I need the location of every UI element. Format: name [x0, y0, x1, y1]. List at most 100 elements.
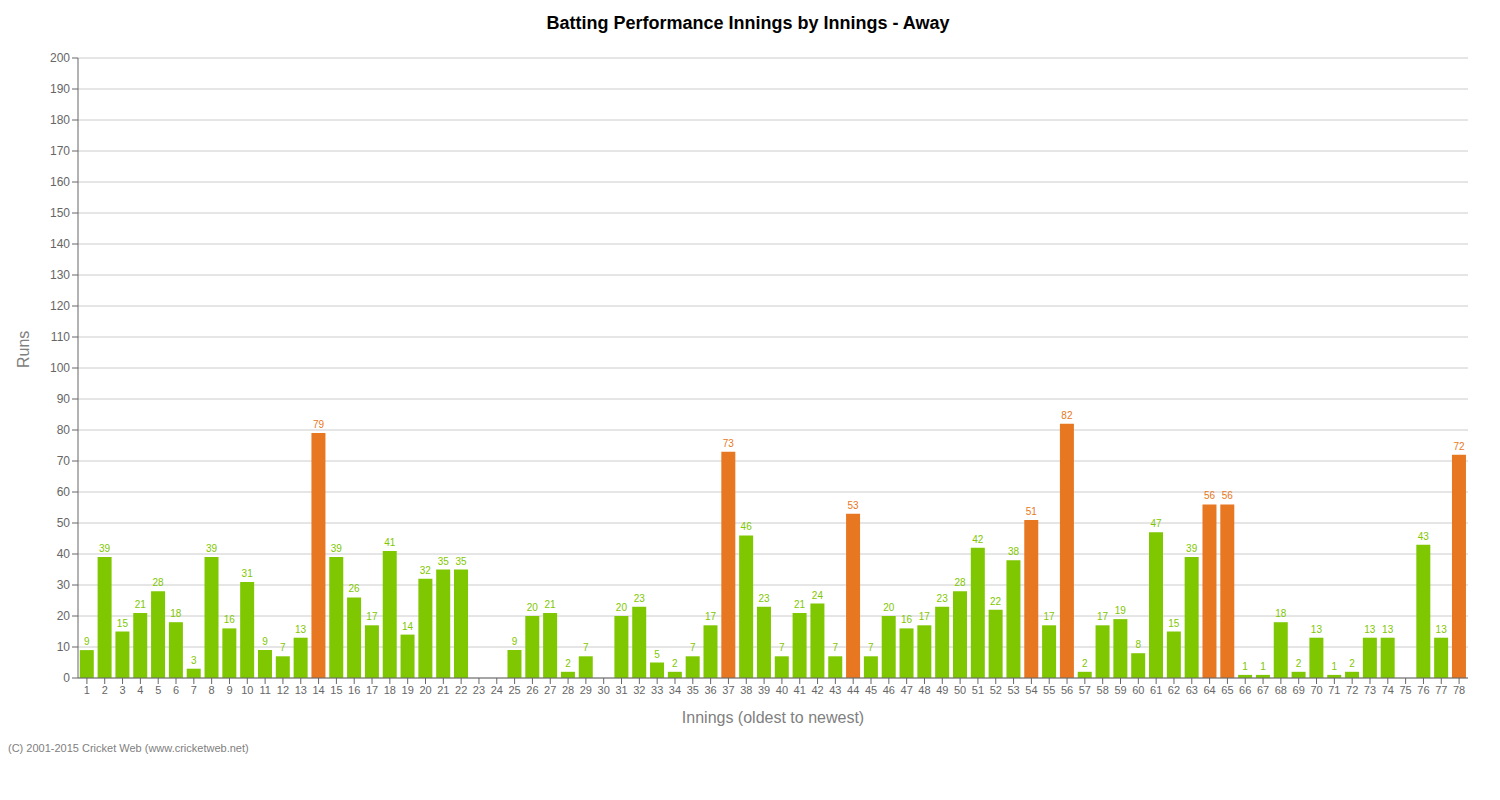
svg-text:17: 17	[366, 684, 378, 696]
svg-text:66: 66	[1239, 684, 1251, 696]
svg-text:13: 13	[1436, 624, 1448, 635]
svg-text:13: 13	[295, 684, 307, 696]
svg-text:3: 3	[119, 684, 125, 696]
svg-text:20: 20	[57, 609, 71, 623]
svg-text:7: 7	[868, 642, 874, 653]
svg-text:9: 9	[512, 636, 518, 647]
svg-text:18: 18	[1275, 608, 1287, 619]
svg-text:35: 35	[687, 684, 699, 696]
svg-text:8: 8	[1135, 639, 1141, 650]
svg-text:75: 75	[1400, 684, 1412, 696]
svg-text:53: 53	[848, 500, 860, 511]
svg-text:51: 51	[972, 684, 984, 696]
svg-text:42: 42	[972, 534, 984, 545]
svg-text:71: 71	[1328, 684, 1340, 696]
svg-text:79: 79	[313, 419, 325, 430]
svg-text:23: 23	[758, 593, 770, 604]
svg-text:190: 190	[50, 82, 70, 96]
svg-text:7: 7	[583, 642, 589, 653]
svg-text:48: 48	[918, 684, 930, 696]
svg-text:90: 90	[57, 392, 71, 406]
svg-text:7: 7	[779, 642, 785, 653]
svg-text:160: 160	[50, 175, 70, 189]
svg-text:77: 77	[1435, 684, 1447, 696]
svg-text:18: 18	[384, 684, 396, 696]
svg-text:62: 62	[1168, 684, 1180, 696]
svg-text:22: 22	[990, 596, 1002, 607]
svg-text:28: 28	[153, 577, 165, 588]
svg-text:60: 60	[57, 485, 71, 499]
svg-text:13: 13	[1382, 624, 1394, 635]
svg-text:54: 54	[1025, 684, 1037, 696]
svg-text:30: 30	[57, 578, 71, 592]
svg-text:21: 21	[135, 599, 147, 610]
svg-text:58: 58	[1097, 684, 1109, 696]
svg-text:13: 13	[1364, 624, 1376, 635]
svg-text:49: 49	[936, 684, 948, 696]
svg-text:7: 7	[191, 684, 197, 696]
svg-text:10: 10	[241, 684, 253, 696]
svg-text:19: 19	[1115, 605, 1127, 616]
svg-text:6: 6	[173, 684, 179, 696]
svg-text:9: 9	[262, 636, 268, 647]
svg-text:19: 19	[402, 684, 414, 696]
svg-text:76: 76	[1417, 684, 1429, 696]
svg-text:150: 150	[50, 206, 70, 220]
svg-text:35: 35	[455, 556, 467, 567]
svg-text:69: 69	[1293, 684, 1305, 696]
svg-text:10: 10	[57, 640, 71, 654]
svg-text:1: 1	[1260, 661, 1266, 672]
svg-text:2: 2	[1082, 658, 1088, 669]
svg-text:80: 80	[57, 423, 71, 437]
svg-text:16: 16	[224, 614, 236, 625]
svg-text:23: 23	[937, 593, 949, 604]
svg-text:9: 9	[226, 684, 232, 696]
svg-text:29: 29	[580, 684, 592, 696]
svg-text:39: 39	[99, 543, 111, 554]
svg-text:120: 120	[50, 299, 70, 313]
svg-text:44: 44	[847, 684, 859, 696]
svg-text:30: 30	[598, 684, 610, 696]
svg-text:33: 33	[651, 684, 663, 696]
svg-text:20: 20	[616, 602, 628, 613]
svg-text:38: 38	[1008, 546, 1020, 557]
svg-text:65: 65	[1221, 684, 1233, 696]
svg-text:7: 7	[690, 642, 696, 653]
svg-text:180: 180	[50, 113, 70, 127]
svg-text:18: 18	[170, 608, 182, 619]
svg-text:82: 82	[1061, 410, 1073, 421]
svg-text:1: 1	[1242, 661, 1248, 672]
svg-text:67: 67	[1257, 684, 1269, 696]
svg-text:40: 40	[57, 547, 71, 561]
svg-text:22: 22	[455, 684, 467, 696]
svg-text:32: 32	[420, 565, 432, 576]
svg-text:8: 8	[209, 684, 215, 696]
svg-text:13: 13	[295, 624, 307, 635]
svg-text:17: 17	[366, 611, 378, 622]
svg-text:39: 39	[758, 684, 770, 696]
svg-text:20: 20	[527, 602, 539, 613]
svg-text:63: 63	[1186, 684, 1198, 696]
svg-text:Runs: Runs	[15, 331, 32, 368]
svg-text:14: 14	[402, 621, 414, 632]
svg-text:23: 23	[634, 593, 646, 604]
svg-text:51: 51	[1026, 506, 1038, 517]
svg-text:2: 2	[672, 658, 678, 669]
svg-text:7: 7	[280, 642, 286, 653]
svg-text:55: 55	[1043, 684, 1055, 696]
svg-text:7: 7	[832, 642, 838, 653]
svg-text:74: 74	[1382, 684, 1394, 696]
svg-text:60: 60	[1132, 684, 1144, 696]
svg-text:5: 5	[654, 649, 660, 660]
svg-text:11: 11	[259, 684, 270, 696]
svg-text:5: 5	[155, 684, 161, 696]
svg-text:17: 17	[1097, 611, 1109, 622]
svg-text:41: 41	[384, 537, 396, 548]
svg-text:16: 16	[901, 614, 913, 625]
svg-text:27: 27	[544, 684, 556, 696]
svg-text:24: 24	[491, 684, 503, 696]
svg-text:20: 20	[419, 684, 431, 696]
svg-text:61: 61	[1150, 684, 1162, 696]
svg-text:16: 16	[348, 684, 360, 696]
svg-text:39: 39	[1186, 543, 1198, 554]
